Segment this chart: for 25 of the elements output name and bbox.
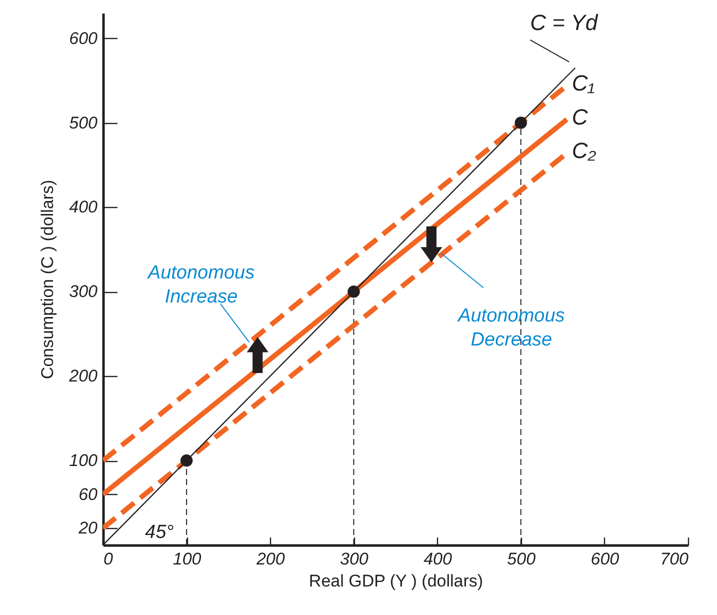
y-axis-title: Consumption (C ) (dollars)	[38, 180, 58, 380]
x-tick-label: 500	[507, 550, 536, 568]
y-tick-label: 60	[78, 484, 98, 504]
annotation: Autonomous Increase	[146, 262, 256, 308]
x-axis-title: Real GDP (Y ) (dollars)	[308, 572, 484, 590]
x-tick-label: 300	[340, 550, 369, 568]
x-tick-label: 100	[172, 550, 202, 568]
x-tick-label: 600	[590, 550, 620, 568]
series-label: C₂	[572, 138, 597, 164]
annotation: Autonomous Decrease	[457, 306, 566, 351]
x-tick-label: 400	[424, 550, 453, 568]
series-label: C	[572, 104, 588, 130]
y-tick-label: 500	[69, 113, 98, 132]
x-tick-label: 200	[255, 550, 286, 568]
y-tick-label: 200	[68, 366, 98, 386]
x-tick-label: 700	[660, 550, 690, 568]
series-label: C₁	[572, 70, 595, 96]
y-tick-label: 600	[69, 28, 98, 48]
y-tick-label: 100	[69, 451, 98, 470]
x-tick-label: 0	[104, 550, 114, 568]
y-tick-label: 20	[78, 518, 98, 538]
y-tick-label: 300	[69, 282, 98, 302]
y-tick-label: 400	[69, 198, 98, 217]
annotation: 45°	[145, 522, 174, 543]
series-label: C = Yd	[530, 10, 598, 35]
